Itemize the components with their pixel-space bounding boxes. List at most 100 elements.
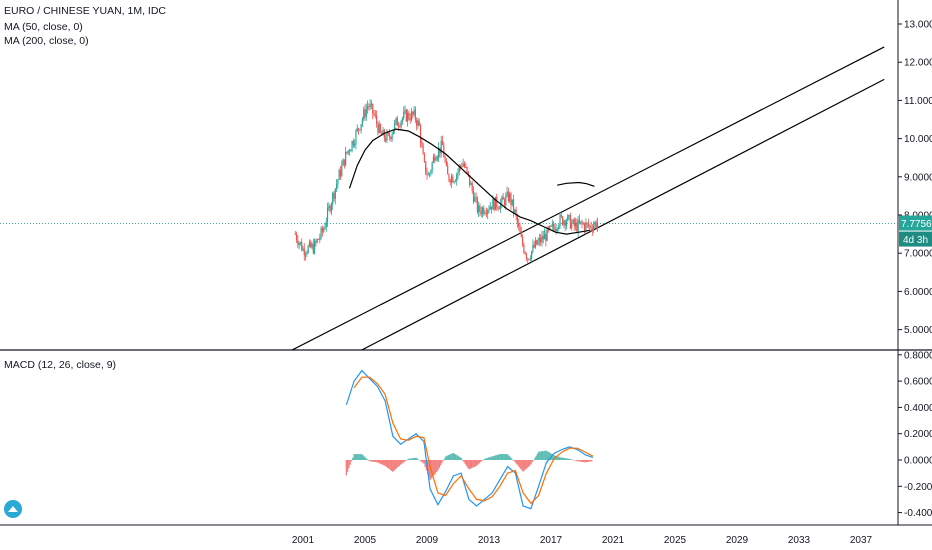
candle-body [387, 132, 389, 135]
candle-body [518, 223, 520, 227]
macd-histogram-bar [532, 459, 535, 461]
macd-histogram-bar [368, 460, 371, 462]
macd-histogram-bar [494, 455, 496, 460]
macd-histogram-bar [518, 460, 521, 468]
macd-histogram-bar [567, 458, 570, 460]
candle-body [346, 151, 348, 153]
candle-body [497, 207, 499, 209]
ma-slow-legend[interactable]: MA (200, close, 0) [4, 35, 89, 47]
candle-body [307, 246, 309, 253]
logo-icon[interactable] [4, 500, 22, 518]
candle-body [552, 224, 555, 228]
macd-histogram-bar [467, 460, 469, 468]
candle-body [334, 188, 336, 199]
macd-legend[interactable]: MACD (12, 26, close, 9) [4, 359, 117, 371]
candle-body [365, 108, 367, 117]
macd-histogram-bar [534, 457, 536, 460]
candle-body [567, 215, 569, 221]
candle-body [320, 228, 322, 238]
macd-histogram-bar [561, 457, 563, 460]
macd-tick-label: 0.4000 [904, 403, 932, 414]
macd-histogram-bar [500, 454, 502, 460]
macd-histogram-bar [516, 460, 518, 465]
macd-histogram-bar [371, 460, 373, 462]
candle-body [457, 171, 459, 175]
candle-body [448, 174, 450, 181]
macd-histogram-bar [504, 454, 506, 460]
candle-body [571, 222, 573, 229]
candle-body [558, 225, 560, 229]
candle-body [531, 251, 533, 259]
macd-histogram-bar [387, 460, 389, 468]
candle-body [341, 165, 343, 177]
candle-body [419, 125, 422, 143]
candle-body [423, 154, 426, 162]
price-pane [290, 46, 885, 350]
price-tick-label: 12.0000 [904, 58, 932, 69]
candle-body [408, 112, 410, 119]
candle-body [373, 113, 375, 115]
candle-body [555, 228, 557, 231]
candle-body [511, 199, 513, 205]
candle-body [445, 161, 447, 166]
ma-fast-legend[interactable]: MA (50, close, 0) [4, 21, 83, 33]
candle-body [543, 233, 546, 240]
candle-body [323, 229, 325, 232]
candle-body [382, 129, 384, 136]
macd-histogram-bar [455, 454, 457, 460]
macd-histogram-bar [562, 457, 564, 460]
candle-body [589, 225, 591, 227]
candle-body [516, 215, 519, 224]
macd-histogram-bar [380, 460, 382, 465]
candle-body [409, 118, 411, 121]
macd-histogram-bar [370, 460, 372, 462]
macd-histogram-bar [483, 458, 486, 460]
macd-histogram-bar [443, 458, 446, 460]
candle-body [369, 104, 371, 107]
candle-body [335, 184, 338, 189]
candle-body [376, 115, 378, 124]
candle-body [463, 163, 466, 167]
macd-histogram-bar [490, 456, 492, 460]
candle-body [549, 225, 551, 230]
symbol-title[interactable]: EURO / CHINESE YUAN, 1M, IDC [4, 5, 167, 17]
candle-body [395, 117, 397, 123]
macd-histogram-bar [396, 460, 398, 469]
candle-body [472, 190, 475, 202]
macd-histogram-bar [543, 450, 545, 460]
candle-body [500, 202, 502, 209]
macd-histogram-bar [509, 457, 512, 460]
candle-body [364, 109, 366, 117]
macd-histogram-bar [356, 454, 358, 460]
candle-body [470, 183, 472, 186]
candle-body [432, 156, 435, 163]
candle-body [580, 221, 582, 223]
price-tick-label: 11.0000 [904, 96, 932, 107]
candle-body [422, 144, 424, 155]
candle-body [453, 181, 455, 183]
candle-body [490, 206, 493, 210]
macd-histogram-bar [407, 458, 409, 460]
macd-histogram-bar [403, 460, 406, 462]
candle-body [312, 244, 314, 254]
macd-histogram-bar [405, 460, 407, 461]
candle-body [303, 248, 305, 256]
macd-tick-label: -0.2000 [904, 482, 932, 493]
candle-body [533, 244, 535, 248]
candle-body [498, 208, 500, 210]
candle-body [449, 180, 451, 183]
candle-body [407, 112, 409, 122]
candle-body [417, 120, 419, 126]
macd-histogram-bar [464, 460, 466, 464]
macd-histogram-bar [418, 459, 420, 461]
candle-body [501, 197, 503, 203]
macd-histogram-bar [482, 459, 484, 461]
macd-histogram-bar [468, 460, 470, 470]
candle-body [381, 132, 383, 136]
macd-histogram-bar [350, 460, 353, 462]
channel-line [360, 78, 885, 350]
candle-body [404, 109, 406, 112]
macd-histogram-bar [476, 460, 478, 466]
candle-body [536, 240, 538, 245]
